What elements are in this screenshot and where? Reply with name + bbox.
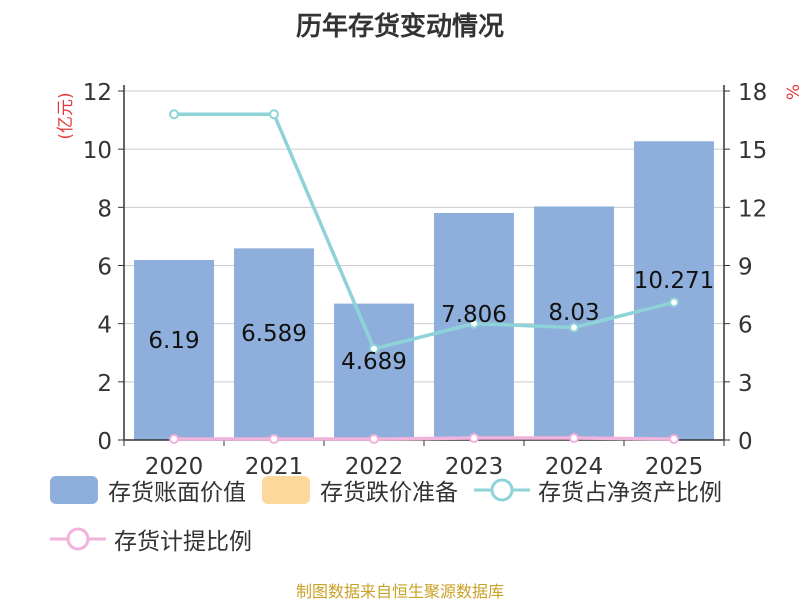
x-tick-label: 2021 [245,454,304,480]
legend-item-book-value[interactable]: 存货账面价值 [50,473,246,507]
left-axis-unit-label: (亿元) [56,92,76,139]
legend-item-impairment[interactable]: 存货跌价准备 [262,473,458,507]
line-net-asset-ratio [174,112,675,351]
bar [334,303,414,440]
point-net-asset-ratio [469,318,479,329]
bar-value-label: 6.19 [148,328,199,354]
bar-value-label: 7.806 [441,302,507,328]
bar [234,248,314,440]
legend-swatch-impairment [262,476,310,504]
left-tick-label: 6 [97,255,112,281]
bar [134,259,214,440]
x-tick-label: 2022 [345,454,404,480]
right-axis-unit-label: % [784,84,800,100]
point-provision-ratio [369,434,379,445]
point-provision-ratio [269,434,279,445]
source-note: 制图数据来自恒生聚源数据库 [295,582,504,601]
left-tick-label: 12 [83,80,112,106]
right-tick-label: 6 [738,313,753,339]
bar-value-label: 10.271 [634,268,714,294]
bar-value-label: 8.03 [548,300,599,326]
legend-item-provision-ratio[interactable]: 存货计提比例 [50,522,252,556]
legend-label-net-asset-ratio: 存货占净资产比例 [538,480,722,506]
point-provision-ratio [169,434,179,445]
legend-row-1: 存货账面价值 存货跌价准备 存货占净资产比例 [50,473,738,507]
right-tick-label: 12 [738,196,767,222]
point-provision-ratio [669,434,679,445]
x-tick-label: 2025 [645,454,704,480]
line-provision-ratio [174,436,675,441]
legend-label-impairment: 存货跌价准备 [320,480,458,506]
x-tick-label: 2023 [445,454,504,480]
right-tick-label: 15 [738,138,767,164]
legend-swatch-net-asset-ratio [474,478,530,502]
legend-item-net-asset-ratio[interactable]: 存货占净资产比例 [474,473,722,507]
right-tick-label: 18 [738,80,767,106]
bar-value-label: 6.589 [241,321,307,347]
right-tick-label: 9 [738,255,753,281]
right-tick-label: 3 [738,371,753,397]
legend-label-book-value: 存货账面价值 [108,480,246,506]
x-tick-label: 2020 [145,454,204,480]
point-net-asset-ratio [569,322,579,333]
left-tick-label: 2 [97,371,112,397]
left-tick-label: 4 [97,313,112,339]
chart-title: 历年存货变动情况 [295,12,504,42]
bar-value-label: 4.689 [341,349,407,375]
left-tick-label: 10 [83,138,112,164]
left-tick-label: 8 [97,196,112,222]
right-tick-label: 0 [738,429,753,455]
point-provision-ratio [469,433,479,444]
point-provision-ratio [569,433,579,444]
point-net-asset-ratio [369,343,379,354]
point-net-asset-ratio [269,109,279,120]
x-tick-label: 2024 [545,454,604,480]
legend-row-2: 存货计提比例 [50,522,268,556]
legend-label-provision-ratio: 存货计提比例 [114,529,252,555]
legend-swatch-provision-ratio [50,527,106,551]
legend-swatch-book-value [50,476,98,504]
point-net-asset-ratio [169,109,179,120]
bar [634,141,714,440]
left-tick-label: 0 [97,429,112,455]
point-net-asset-ratio [669,297,679,308]
